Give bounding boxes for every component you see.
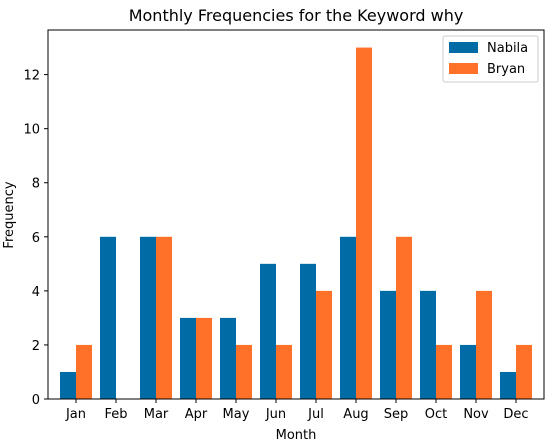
bar-bryan-nov	[476, 290, 492, 399]
x-tick-label: Apr	[185, 407, 208, 422]
legend: Nabila Bryan	[442, 35, 539, 83]
bar-nabila-sep	[380, 290, 396, 399]
x-tick-label: Dec	[503, 407, 528, 422]
bar-bryan-mar	[156, 236, 172, 399]
x-tick-label: Feb	[104, 407, 127, 422]
y-tick-label: 4	[32, 285, 40, 300]
x-tick-label: Jan	[65, 407, 86, 422]
y-tick-label: 8	[32, 177, 40, 192]
y-tick-label: 12	[23, 69, 40, 84]
bar-bryan-jul	[316, 290, 332, 399]
bar-bryan-jun	[276, 344, 292, 399]
y-tick-label: 2	[32, 339, 40, 354]
legend-swatch-nabila	[449, 42, 478, 53]
bar-nabila-aug	[340, 236, 356, 399]
x-tick-label: Nov	[463, 407, 489, 422]
x-tick-label: May	[223, 407, 250, 422]
bar-nabila-may	[220, 317, 236, 399]
bar-nabila-jun	[260, 263, 276, 399]
bar-nabila-oct	[420, 290, 436, 399]
bar-nabila-nov	[460, 344, 476, 399]
bar-nabila-jan	[60, 371, 76, 399]
x-tick-label: Oct	[425, 407, 447, 422]
bar-nabila-mar	[140, 236, 156, 399]
x-tick-label: Mar	[144, 407, 169, 422]
legend-label-nabila: Nabila	[487, 41, 528, 56]
bar-bryan-oct	[436, 344, 452, 399]
y-tick-label: 10	[23, 123, 40, 138]
bar-bryan-jan	[76, 344, 92, 399]
y-axis-label: Frequency	[2, 181, 17, 248]
plot-area: Jan Feb Mar Apr May Jun Jul Aug Sep Oct Nov Dec 0 2 4 6…	[23, 29, 545, 422]
x-tick-label: Jul	[307, 407, 324, 422]
bar-nabila-feb	[100, 236, 116, 399]
y-tick-label: 0	[32, 393, 40, 408]
bar-nabila-apr	[180, 317, 196, 399]
bar-bryan-sep	[396, 236, 412, 399]
legend-label-bryan: Bryan	[487, 62, 525, 77]
x-tick-label: Jun	[265, 407, 286, 422]
axes-frame	[47, 29, 545, 400]
x-tick-label: Sep	[384, 407, 409, 422]
bar-bryan-may	[236, 344, 252, 399]
y-tick-label: 6	[32, 231, 40, 246]
chart-title: Monthly Frequencies for the Keyword why	[129, 6, 464, 25]
bar-bryan-apr	[196, 317, 212, 399]
x-axis-label: Month	[276, 428, 317, 443]
bar-bryan-dec	[516, 344, 532, 399]
x-tick-label: Aug	[343, 407, 368, 422]
bar-nabila-dec	[500, 371, 516, 399]
bar-nabila-jul	[300, 263, 316, 399]
bar-bryan-aug	[356, 47, 372, 399]
legend-swatch-bryan	[449, 63, 478, 74]
